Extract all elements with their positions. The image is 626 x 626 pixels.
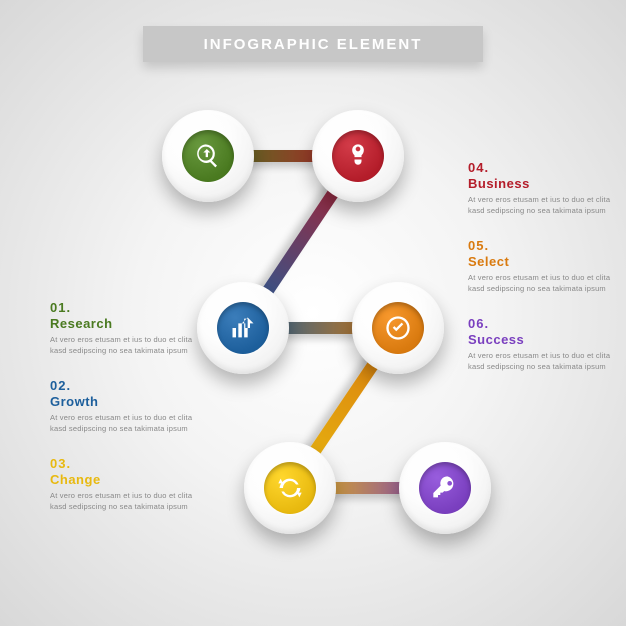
entry-label: Business [468,176,618,191]
entry: 06.Success At vero eros etusam et ius to … [468,316,618,372]
entry-desc: At vero eros etusam et ius to duo et cli… [50,413,200,434]
node-n3 [197,282,289,374]
entry-desc: At vero eros etusam et ius to duo et cli… [50,491,200,512]
check-circle-icon [372,302,424,354]
entry: 05.Select At vero eros etusam et ius to d… [468,238,618,294]
person-bulb-icon [332,130,384,182]
entry-number: 06. [468,316,618,331]
entry-number: 03. [50,456,200,471]
entry-desc: At vero eros etusam et ius to duo et cli… [468,351,618,372]
entry-label: Success [468,332,618,347]
right-text-column: 04.Business At vero eros etusam et ius to… [468,160,618,394]
entry-label: Research [50,316,200,331]
node-n1 [162,110,254,202]
node-n5 [244,442,336,534]
left-text-column: 01.Research At vero eros etusam et ius to… [50,300,200,534]
entry-desc: At vero eros etusam et ius to duo et cli… [50,335,200,356]
entry: 02.Growth At vero eros etusam et ius to d… [50,378,200,434]
node-n2 [312,110,404,202]
node-n6 [399,442,491,534]
bar-chart-up-icon [217,302,269,354]
refresh-icon [264,462,316,514]
entry-desc: At vero eros etusam et ius to duo et cli… [468,195,618,216]
entry-number: 04. [468,160,618,175]
entry-number: 05. [468,238,618,253]
node-n4 [352,282,444,374]
magnify-arrow-icon [182,130,234,182]
entry-number: 02. [50,378,200,393]
entry-desc: At vero eros etusam et ius to duo et cli… [468,273,618,294]
entry-label: Growth [50,394,200,409]
key-icon [419,462,471,514]
entry-label: Select [468,254,618,269]
entry: 01.Research At vero eros etusam et ius to… [50,300,200,356]
entry-number: 01. [50,300,200,315]
entry: 04.Business At vero eros etusam et ius to… [468,160,618,216]
entry-label: Change [50,472,200,487]
entry: 03.Change At vero eros etusam et ius to d… [50,456,200,512]
